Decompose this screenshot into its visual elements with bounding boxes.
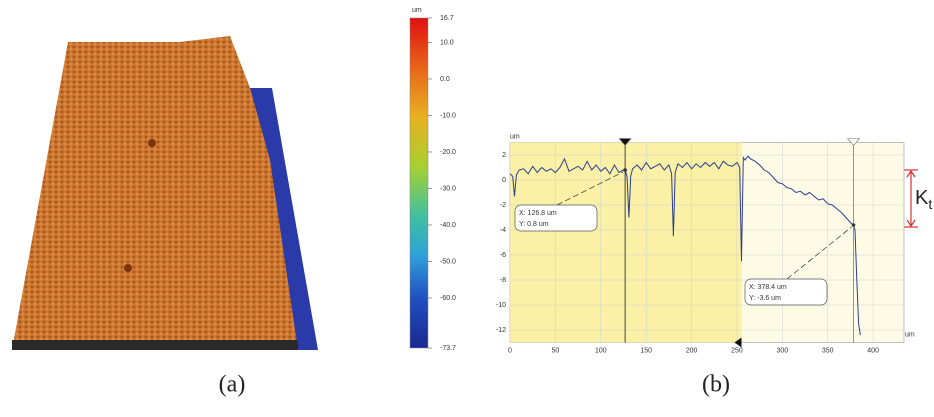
y-tick-label: -8 — [500, 277, 506, 284]
colorbar-tick-label: 0.0 — [440, 76, 450, 83]
colorbar-tick-label: -50.0 — [440, 258, 456, 265]
colorbar-tick-label: -20.0 — [440, 149, 456, 156]
annotation-text: X: 126.8 um — [519, 210, 557, 217]
range-handle — [734, 337, 742, 348]
cursor-point — [623, 168, 627, 172]
y-unit: um — [510, 133, 520, 140]
colorbar-tick-label: -60.0 — [440, 295, 456, 302]
annotation-text: X: 378.4 um — [749, 284, 787, 291]
colorbar-tick-label: -10.0 — [440, 112, 456, 119]
x-tick-label: 300 — [777, 347, 789, 354]
y-tick-label: -12 — [496, 327, 506, 334]
kt-label: Kt — [915, 187, 932, 211]
colorbar-tick-label: -73.7 — [440, 345, 456, 352]
shaded-range — [510, 142, 742, 343]
colorbar-tick-label: -40.0 — [440, 222, 456, 229]
leader-line — [556, 171, 624, 206]
x-tick-label: 0 — [508, 347, 512, 354]
y-tick-label: 2 — [502, 152, 506, 159]
x-tick-label: 100 — [595, 347, 607, 354]
colorbar-tick-label: 10.0 — [440, 39, 454, 46]
colorbar-unit: um — [412, 7, 422, 14]
kt-marker — [904, 169, 918, 228]
y-tick-label: -10 — [496, 302, 506, 309]
kt-sub: t — [928, 196, 932, 212]
leader-line — [786, 226, 852, 280]
profile-line — [509, 155, 861, 336]
x-tick-label: 400 — [867, 347, 879, 354]
x-tick-label: 150 — [640, 347, 652, 354]
colorbar-tick-label: 16.7 — [440, 15, 454, 22]
caption: (a) — [219, 372, 246, 398]
y-tick-label: -4 — [500, 227, 506, 234]
cursor-point — [851, 223, 856, 227]
annotation-text: Y: 0.8 um — [519, 221, 549, 228]
caption: (b) — [702, 372, 730, 398]
x-tick-label: 250 — [731, 347, 743, 354]
colorbar — [409, 17, 429, 349]
annotation-box — [514, 204, 598, 232]
annotation-box — [744, 278, 828, 306]
x-tick-label: 50 — [551, 347, 559, 354]
kt-main: K — [915, 187, 929, 209]
cursor-handle — [846, 138, 861, 146]
surface-image — [12, 36, 318, 350]
y-tick-label: 0 — [502, 177, 506, 184]
x-tick-label: 200 — [686, 347, 698, 354]
y-tick-label: -6 — [500, 252, 506, 259]
annotation-text: Y: -3.6 um — [749, 295, 781, 302]
cursor-handle — [618, 138, 632, 146]
y-tick-label: -2 — [500, 202, 506, 209]
x-tick-label: 350 — [822, 347, 834, 354]
colorbar-tick-label: -30.0 — [440, 185, 456, 192]
x-unit: um — [905, 331, 915, 338]
